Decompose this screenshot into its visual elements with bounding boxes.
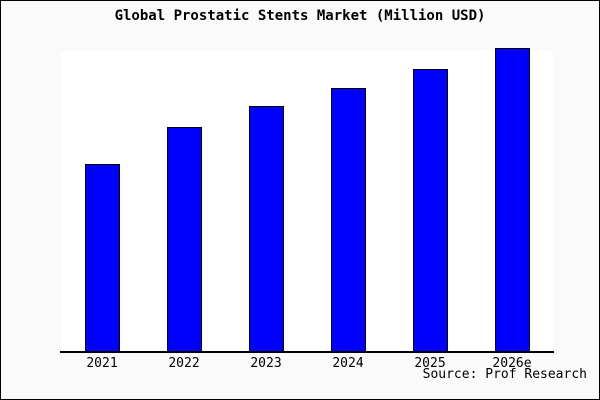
bar-2021 bbox=[85, 164, 120, 352]
x-tick-label-2022: 2022 bbox=[168, 356, 200, 371]
x-tick-label-2025: 2025 bbox=[414, 356, 446, 371]
x-tick-label-2024: 2024 bbox=[332, 356, 364, 371]
x-tick-label-2023: 2023 bbox=[250, 356, 282, 371]
x-tick-label-2026e: 2026e bbox=[492, 356, 532, 371]
chart-title: Global Prostatic Stents Market (Million … bbox=[114, 8, 486, 24]
bar-2026e bbox=[495, 48, 530, 352]
plot-area bbox=[61, 48, 553, 352]
bar-2024 bbox=[331, 88, 366, 352]
x-axis-labels: 2021 2022 2023 2024 2025 2026e bbox=[61, 356, 553, 372]
bar-2025 bbox=[413, 69, 448, 352]
x-axis-line bbox=[60, 351, 554, 353]
bar-2023 bbox=[249, 106, 284, 352]
bar-2022 bbox=[167, 127, 202, 352]
source-credit: Source: Prof Research bbox=[422, 367, 587, 382]
x-tick-label-2021: 2021 bbox=[86, 356, 118, 371]
